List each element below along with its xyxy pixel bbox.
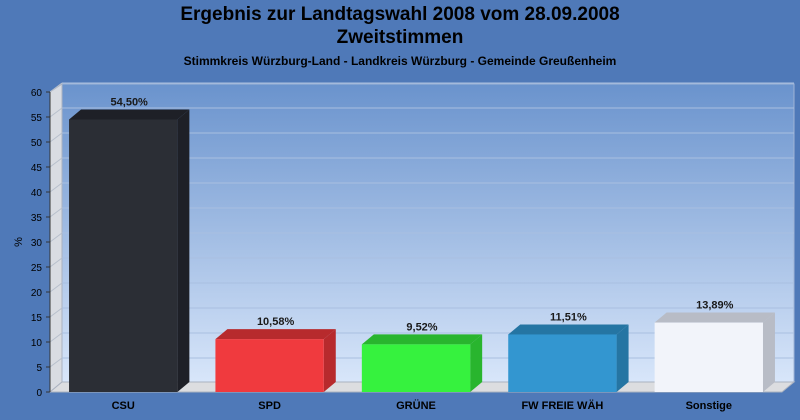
bar-front [215,339,324,392]
bar-front [361,344,471,392]
y-tick-label: 30 [31,238,43,249]
gridline-side [49,307,63,318]
bar [654,312,775,392]
data-label: 11,51% [550,311,587,323]
y-tick-label: 5 [36,363,42,374]
gridline-side [49,157,63,168]
data-label: 9,52% [406,321,437,333]
bar [361,334,483,392]
bar-top [69,109,190,120]
gridline-side [49,182,63,193]
bar-side [177,109,190,392]
gridline-side [49,257,63,268]
bar [215,329,336,392]
gridline-side [49,332,63,343]
y-axis-label: % [13,237,25,247]
gridline-side [49,357,63,368]
gridline-side [49,207,63,218]
x-tick-label: CSU [112,400,135,412]
gridline-side [49,132,63,143]
gridline-side [49,232,63,243]
bar [508,324,629,392]
y-tick-label: 45 [31,163,43,174]
y-tick-label: 40 [31,188,43,199]
gridline-side [49,107,63,118]
data-label: 13,89% [696,300,734,312]
bar-side [616,324,629,392]
gridline-side [49,82,63,93]
bar-top [361,334,483,345]
bar-front [654,322,763,392]
bar [69,109,190,392]
y-tick-label: 10 [31,338,43,349]
x-tick-label: SPD [258,400,281,412]
x-tick-label: GRÜNE [396,399,436,412]
y-tick-label: 0 [36,388,42,399]
y-tick-label: 35 [31,213,43,224]
bar-side [762,312,775,392]
bar-top [215,329,336,340]
y-tick-label: 55 [31,113,43,124]
x-tick-label: Sonstige [686,400,732,412]
data-label: 10,58% [257,316,295,328]
gridline-side [49,282,63,293]
bar-top [654,312,775,323]
chart-title: Ergebnis zur Landtagswahl 2008 vom 28.09… [180,4,620,25]
bar-side [323,329,336,392]
bar-front [508,334,617,392]
y-tick-label: 15 [31,313,43,324]
y-tick-label: 50 [31,138,43,149]
bar-top [508,324,629,335]
chart-region: Stimmkreis Würzburg-Land - Landkreis Wür… [183,54,617,68]
y-tick-label: 25 [31,263,43,274]
x-tick-label: FW FREIE WÄH [521,399,603,412]
y-tick-label: 60 [31,88,43,99]
data-label: 54,50% [111,97,149,109]
chart-subtitle: Zweitstimmen [336,27,464,48]
y-tick-label: 20 [31,288,43,299]
bar-side [470,334,483,392]
bar-front [69,119,178,392]
